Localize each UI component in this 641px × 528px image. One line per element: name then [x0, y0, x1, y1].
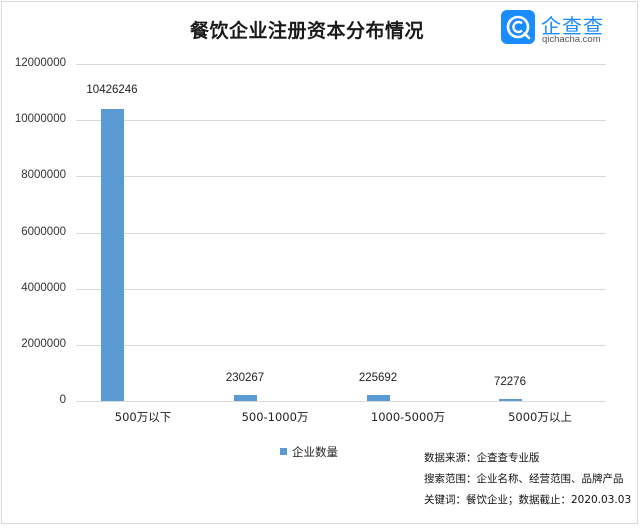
x-category-label: 500-1000万: [241, 410, 309, 424]
y-tick: 10000000: [14, 113, 66, 125]
bar-5000w-above: [499, 399, 522, 401]
gridline: [76, 176, 606, 177]
logo-name-en: qichacha.com: [542, 34, 601, 45]
data-label: 72276: [494, 376, 526, 388]
data-label: 225692: [358, 372, 398, 384]
x-axis-baseline: [76, 401, 606, 402]
bar-1000-5000w: [367, 395, 390, 401]
x-category-label: 5000万以上: [508, 410, 572, 424]
bar-500w-below: [101, 109, 124, 401]
legend-swatch-icon: [280, 448, 287, 455]
logo-name-cn: 企查查: [541, 14, 604, 38]
data-label: 10426246: [86, 84, 138, 96]
qichacha-q-icon: [501, 10, 535, 44]
note-source: 数据来源：企查查专业版: [424, 452, 540, 464]
gridline: [76, 233, 606, 234]
x-category-label: 500万以下: [114, 410, 172, 424]
y-tick: 8000000: [21, 169, 66, 181]
note-keyword: 关键词：餐饮企业；数据截止：2020.03.03: [424, 494, 632, 506]
bar-500-1000w: [234, 395, 257, 401]
legend-label: 企业数量: [292, 445, 338, 459]
gridline: [76, 345, 606, 346]
qichacha-logo: 企查查 qichacha.com: [501, 10, 611, 46]
gridline: [76, 64, 606, 65]
gridline: [76, 289, 606, 290]
y-tick: 12000000: [14, 57, 66, 69]
y-tick: 4000000: [21, 282, 66, 294]
y-tick: 0: [59, 394, 66, 406]
y-tick: 2000000: [21, 338, 66, 350]
y-tick: 6000000: [21, 226, 66, 238]
chart-title: 餐饮企业注册资本分布情况: [190, 20, 425, 42]
legend: 企业数量: [280, 444, 338, 460]
gridline: [76, 120, 606, 121]
data-label: 230267: [225, 372, 265, 384]
note-scope: 搜索范围：企业名称、经营范围、品牌产品: [424, 473, 624, 485]
x-category-label: 1000-5000万: [370, 410, 446, 424]
